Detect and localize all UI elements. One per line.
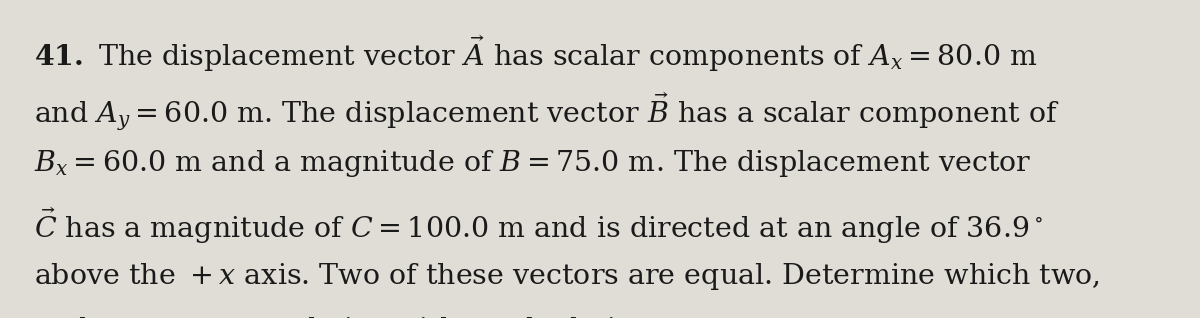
Text: $\vec{C}\text{ has a magnitude of }C = 100.0\text{ m and is directed at an angle: $\vec{C}\text{ has a magnitude of }C = 1…: [34, 205, 1043, 245]
Text: $B_x = 60.0\text{ m and a magnitude of }B = 75.0\text{ m. The displacement vecto: $B_x = 60.0\text{ m and a magnitude of }…: [34, 148, 1031, 179]
Text: $\text{and support your choice with a calculation.}$: $\text{and support your choice with a ca…: [34, 315, 659, 318]
Text: $\mathbf{41.}\text{ The displacement vector }\vec{A}\text{ has scalar components: $\mathbf{41.}\text{ The displacement vec…: [34, 33, 1037, 74]
Text: $\text{above the }+x\text{ axis. Two of these vectors are equal. Determine which: $\text{above the }+x\text{ axis. Two of …: [34, 261, 1099, 292]
Text: $\text{and }A_y = 60.0\text{ m. The displacement vector }\vec{B}\text{ has a sca: $\text{and }A_y = 60.0\text{ m. The disp…: [34, 91, 1060, 134]
